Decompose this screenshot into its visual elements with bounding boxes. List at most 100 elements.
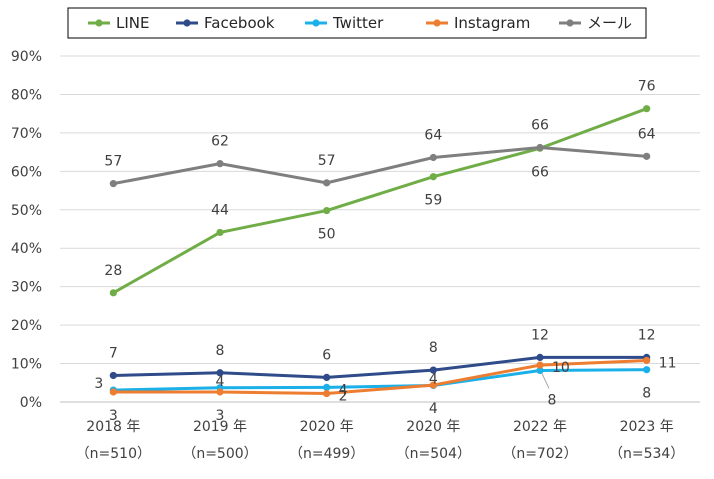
x-tick-label: 2019 年 bbox=[193, 419, 247, 435]
y-tick-label: 0% bbox=[20, 395, 42, 411]
series-line-line bbox=[111, 107, 649, 295]
legend-marker-twitter bbox=[312, 19, 320, 27]
x-tick-label: 2022 年 bbox=[513, 419, 567, 435]
data-label-instagram: 4 bbox=[429, 401, 438, 417]
series-line-mail bbox=[111, 145, 649, 186]
axes: 0% 10% 20% 30% 40% 50% 60% 70% 80% 90% 2018 年 （n=51… bbox=[11, 49, 684, 462]
point-line bbox=[429, 173, 437, 181]
point-line bbox=[109, 289, 117, 297]
data-label-line: 76 bbox=[638, 79, 656, 95]
data-label-instagram: 3 bbox=[216, 408, 225, 424]
x-tick-label: 2020 年 bbox=[406, 419, 460, 435]
data-label-facebook: 7 bbox=[109, 345, 118, 361]
point-mail bbox=[643, 152, 651, 160]
point-facebook bbox=[109, 371, 117, 380]
data-label-facebook: 8 bbox=[429, 340, 438, 356]
y-tick-label: 90% bbox=[11, 49, 42, 65]
data-label-line: 28 bbox=[104, 263, 122, 279]
legend-label-facebook: Facebook bbox=[204, 14, 275, 32]
data-label-instagram: 3 bbox=[109, 408, 118, 424]
gridlines bbox=[60, 55, 700, 403]
point-mail bbox=[429, 153, 437, 162]
data-label-instagram: 11 bbox=[659, 355, 677, 371]
data-label-twitter: 4 bbox=[339, 382, 348, 398]
legend-label-mail: メール bbox=[587, 14, 632, 32]
legend-label-line: LINE bbox=[116, 14, 149, 32]
data-label-mail: 62 bbox=[211, 134, 229, 150]
data-label-twitter: 8 bbox=[548, 392, 557, 408]
data-label-twitter: 4 bbox=[216, 374, 225, 390]
point-instagram bbox=[536, 361, 544, 369]
point-instagram bbox=[429, 381, 437, 389]
point-instagram bbox=[323, 389, 331, 398]
point-mail bbox=[323, 179, 331, 187]
point-facebook bbox=[216, 369, 224, 377]
x-tick-sublabel: （n=499） bbox=[289, 446, 364, 462]
series-line-twitter bbox=[111, 368, 649, 392]
point-twitter bbox=[536, 366, 544, 375]
data-label-instagram: 2 bbox=[339, 389, 348, 405]
x-tick-sublabel: （n=702） bbox=[502, 446, 577, 462]
series-line-facebook bbox=[111, 355, 649, 379]
x-tick-label: 2020 年 bbox=[300, 419, 354, 435]
point-facebook bbox=[536, 353, 544, 362]
x-tick-sublabel: （n=510） bbox=[76, 446, 151, 462]
data-label-line: 50 bbox=[318, 227, 336, 243]
series-line-instagram bbox=[111, 358, 649, 396]
point-facebook bbox=[429, 366, 437, 374]
point-mail bbox=[216, 160, 224, 168]
y-tick-label: 60% bbox=[11, 164, 42, 180]
x-tick-sublabel: （n=534） bbox=[609, 446, 684, 462]
point-mail bbox=[536, 143, 544, 152]
data-label-twitter: 8 bbox=[642, 386, 651, 402]
data-label-twitter: 4 bbox=[429, 371, 438, 387]
legend-marker-line bbox=[95, 19, 103, 27]
y-tick-label: 70% bbox=[11, 126, 42, 142]
point-instagram bbox=[216, 388, 224, 396]
data-label-facebook: 12 bbox=[638, 327, 656, 343]
data-label-facebook: 8 bbox=[216, 343, 225, 359]
y-tick-label: 20% bbox=[11, 318, 42, 334]
point-mail bbox=[109, 180, 117, 188]
leader-line bbox=[541, 373, 550, 389]
data-label-twitter: 3 bbox=[94, 376, 103, 392]
data-label-mail: 57 bbox=[318, 153, 336, 169]
x-tick-label: 2023 年 bbox=[620, 419, 674, 435]
point-line bbox=[643, 105, 651, 113]
y-tick-label: 30% bbox=[11, 280, 42, 296]
legend-label-instagram: Instagram bbox=[454, 14, 530, 32]
point-instagram bbox=[109, 388, 117, 396]
series-lines bbox=[109, 105, 651, 398]
data-label-line: 59 bbox=[424, 193, 442, 209]
data-label-mail: 66 bbox=[531, 117, 549, 133]
y-tick-label: 50% bbox=[11, 203, 42, 219]
legend: LINE Facebook Twitter Instagram メール bbox=[67, 7, 647, 39]
y-tick-label: 40% bbox=[11, 241, 42, 257]
point-twitter bbox=[643, 366, 651, 374]
legend-marker-facebook bbox=[183, 19, 191, 27]
legend-marker-instagram bbox=[433, 19, 441, 27]
point-line bbox=[323, 206, 331, 215]
data-label-mail: 64 bbox=[638, 126, 656, 142]
data-label-mail: 57 bbox=[104, 154, 122, 170]
y-tick-label: 80% bbox=[11, 87, 42, 103]
point-instagram bbox=[643, 356, 651, 365]
x-tick-sublabel: （n=500） bbox=[182, 446, 257, 462]
data-label-facebook: 6 bbox=[322, 347, 331, 363]
x-tick-label: 2018 年 bbox=[86, 419, 140, 435]
legend-marker-mail bbox=[566, 19, 574, 27]
y-tick-label: 10% bbox=[11, 357, 42, 373]
data-label-facebook: 12 bbox=[531, 327, 549, 343]
point-facebook bbox=[323, 373, 331, 381]
data-label-instagram: 10 bbox=[552, 360, 570, 376]
point-twitter bbox=[323, 383, 331, 391]
data-label-line: 66 bbox=[531, 164, 549, 180]
legend-label-twitter: Twitter bbox=[332, 14, 384, 32]
data-label-line: 44 bbox=[211, 202, 229, 218]
data-label-mail: 64 bbox=[424, 127, 442, 143]
legend-box bbox=[67, 7, 647, 39]
point-line bbox=[216, 228, 224, 237]
